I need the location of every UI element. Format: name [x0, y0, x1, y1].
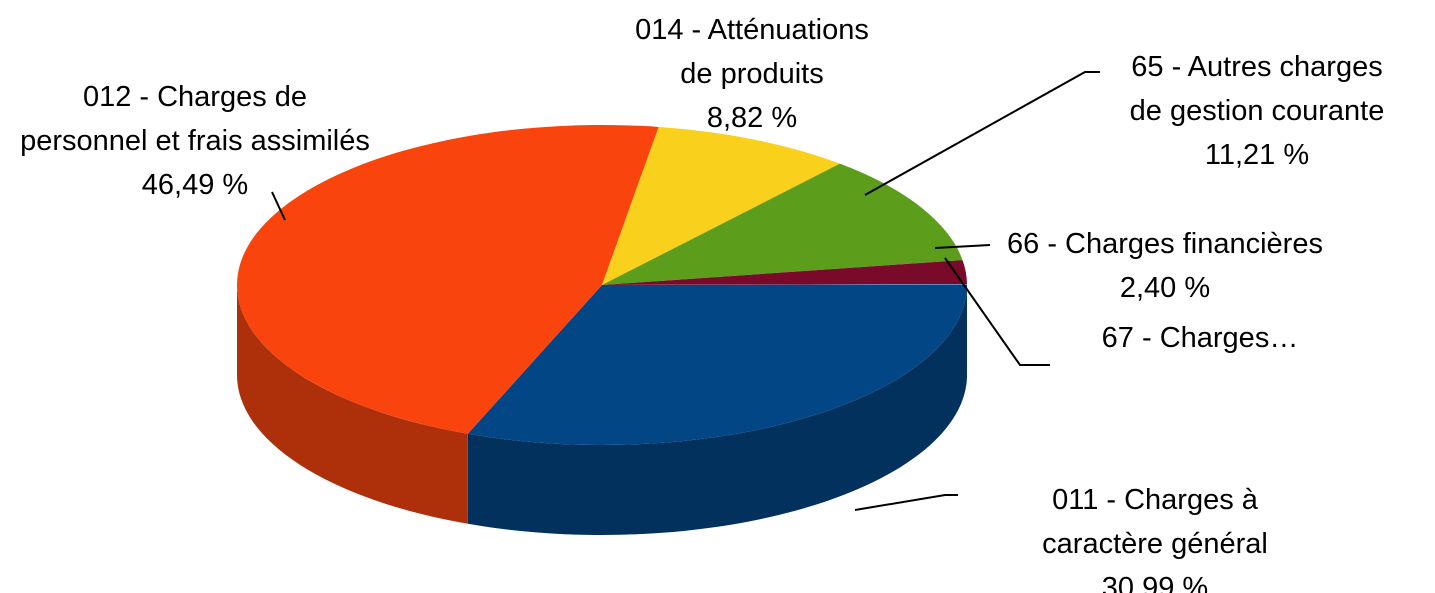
slice [602, 284, 968, 285]
category-label: 67 - Charges… [1101, 322, 1299, 354]
category-label: 012 - Charges de personnel et frais assi… [20, 81, 370, 157]
slice-side [467, 285, 967, 535]
leader-line [864, 71, 1100, 196]
category-label: 011 - Charges à caractère général [1042, 484, 1268, 560]
category-label: 014 - Atténuations de produits [635, 14, 869, 90]
slice [602, 163, 963, 285]
slice [602, 126, 840, 285]
leader-line [934, 244, 991, 249]
category-label: 65 - Autres charges de gestion courante [1129, 51, 1385, 127]
leader-line [271, 191, 286, 221]
category-label: 66 - Charges financières [1007, 228, 1323, 260]
value-label: 30,99 % [1101, 572, 1209, 593]
slice-label: 66 - Charges financières 2,40 % [975, 222, 1355, 310]
slice-label: 014 - Atténuations de produits 8,82 % [582, 8, 922, 140]
slice-label: 012 - Charges de personnel et frais assi… [0, 75, 405, 207]
value-label: 11,21 % [1204, 139, 1310, 171]
value-label: 46,49 % [141, 169, 249, 201]
value-label: 8,82 % [706, 102, 798, 134]
slice [602, 260, 967, 285]
slice-side [237, 285, 468, 524]
leader-line [944, 257, 1050, 366]
value-label: 2,40 % [1119, 272, 1211, 304]
slice-label: 67 - Charges… [1050, 316, 1350, 360]
slice-label: 65 - Autres charges de gestion courante 1… [1107, 45, 1407, 177]
slice-label: 011 - Charges à caractère général 30,99 % [955, 478, 1355, 593]
slice [467, 285, 967, 446]
leader-line [854, 494, 958, 511]
slice [236, 124, 659, 434]
